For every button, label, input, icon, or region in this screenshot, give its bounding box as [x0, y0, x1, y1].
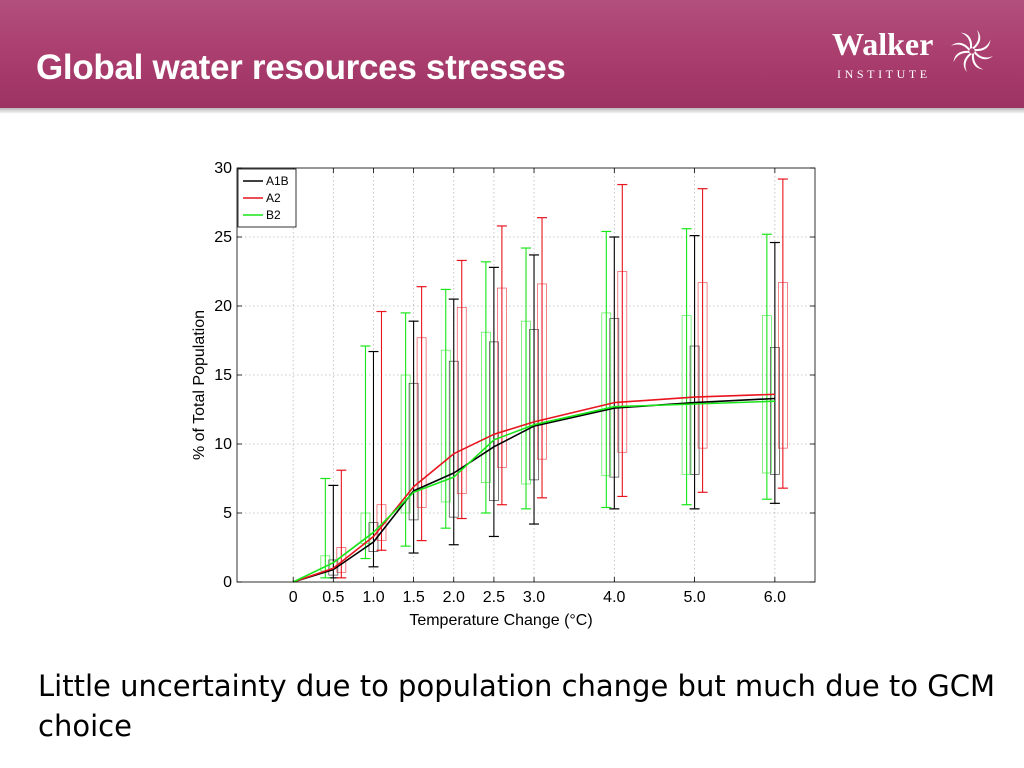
swirl-star-icon [951, 30, 993, 72]
series-line-b2 [292, 400, 775, 583]
slide-caption: Little uncertainty due to population cha… [38, 669, 995, 743]
box-a2-9 [778, 282, 788, 449]
water-stress-chart: 0 0.5 1.0 1.5 2.0 2.5 3.0 4.0 5.0 6.0 0 5 10 15 20 25 30… [191, 160, 816, 629]
x-tick-label-0: 0 [289, 589, 298, 606]
x-tick-label-8: 5.0 [683, 589, 705, 606]
x-tick-label-9: 6.0 [764, 589, 786, 606]
box-a1b-7 [609, 318, 620, 478]
x-tick-label-7: 4.0 [603, 589, 625, 606]
legend-label-b2: B2 [266, 208, 281, 222]
box-b2-3 [400, 374, 411, 514]
y-tick-label-3: 15 [214, 367, 232, 384]
y-tick-label-0: 0 [223, 574, 232, 591]
x-tick-label-6: 3.0 [523, 589, 545, 606]
slide-header: Global water resources stresses Walker I… [0, 0, 1024, 114]
walker-institute-logo: Walker INSTITUTE [832, 26, 1002, 86]
box-a1b-4 [448, 360, 459, 518]
legend-label-a1b: A1B [266, 174, 289, 188]
series-line-a2 [292, 393, 775, 583]
box-a2-8 [697, 282, 708, 449]
box-a2-6 [537, 283, 547, 460]
y-axis-label: % of Total Population [191, 310, 208, 460]
x-tick-label-4: 2.0 [443, 589, 465, 606]
box-a2-5 [497, 287, 507, 468]
box-a1b-5 [489, 341, 499, 501]
box-a2-7 [617, 271, 628, 453]
x-tick-label-2: 1.0 [362, 589, 384, 606]
y-tick-label-4: 20 [214, 298, 232, 315]
logo-wordmark: Walker [832, 26, 934, 62]
box-b2-8 [681, 315, 692, 475]
x-tick-label-3: 1.5 [402, 589, 424, 606]
box-a1b-9 [770, 347, 780, 475]
slide-title: Global water resources stresses [36, 48, 566, 87]
y-tick-label-1: 5 [223, 505, 232, 522]
box-a2-3 [416, 337, 427, 508]
box-a2-4 [456, 307, 467, 495]
box-a1b-1 [328, 559, 339, 576]
legend-label-a2: A2 [266, 191, 281, 205]
y-tick-label-6: 30 [214, 160, 232, 177]
box-a1b-3 [408, 382, 419, 521]
x-tick-label-5: 2.5 [483, 589, 505, 606]
box-b2-6 [521, 320, 531, 485]
x-tick-label-1: 0.5 [322, 589, 344, 606]
y-tick-label-5: 25 [214, 229, 232, 246]
box-b2-5 [481, 331, 491, 483]
x-axis-label: Temperature Change (°C) [409, 612, 592, 629]
box-b2-4 [440, 349, 451, 503]
box-a1b-8 [689, 345, 700, 475]
box-a2-2 [376, 504, 387, 541]
y-tick-label-2: 10 [214, 436, 232, 453]
box-b2-7 [601, 312, 612, 477]
box-a1b-6 [529, 329, 539, 481]
logo-subtitle: INSTITUTE [837, 67, 931, 81]
